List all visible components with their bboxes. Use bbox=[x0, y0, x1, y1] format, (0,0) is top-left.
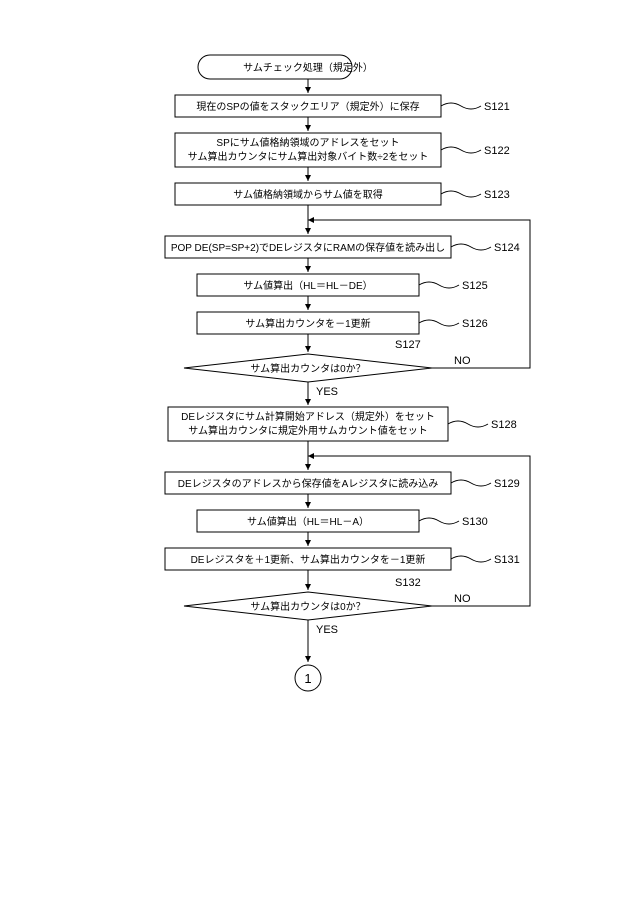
start-label: サムチェック処理（規定外） bbox=[243, 61, 373, 74]
s126-text: サム算出カウンタを－1更新 bbox=[245, 317, 370, 330]
s132-text: サム算出カウンタは0か？ bbox=[250, 600, 365, 613]
s127-yes: YES bbox=[316, 386, 338, 398]
s123-node: サム値格納領域からサム値を取得 S123 bbox=[175, 183, 510, 205]
s125-text: サム値算出（HL＝HL－DE） bbox=[243, 279, 372, 292]
s127-text: サム算出カウンタは0か？ bbox=[250, 362, 365, 375]
s121-text: 現在のSPの値をスタックエリア（規定外）に保存 bbox=[196, 100, 419, 113]
s131-node: DEレジスタを＋1更新、サム算出カウンタを－1更新 S131 bbox=[165, 548, 520, 570]
s122-node: SPにサム値格納領域のアドレスをセット サム算出カウンタにサム算出対象バイト数÷… bbox=[175, 133, 510, 167]
s128-node: DEレジスタにサム計算開始アドレス（規定外）をセット サム算出カウンタに規定外用… bbox=[168, 407, 517, 441]
s128-label: S128 bbox=[491, 419, 517, 431]
s126-node: サム算出カウンタを－1更新 S126 bbox=[197, 312, 488, 334]
flowchart-diagram: サムチェック処理（規定外） 現在のSPの値をスタックエリア（規定外）に保存 S1… bbox=[0, 0, 640, 905]
s132-no: NO bbox=[454, 593, 471, 605]
start-node: サムチェック処理（規定外） bbox=[198, 55, 373, 79]
s125-node: サム値算出（HL＝HL－DE） S125 bbox=[197, 274, 488, 296]
s128-text-2: サム算出カウンタに規定外用サムカウント値をセット bbox=[188, 424, 428, 437]
s129-node: DEレジスタのアドレスから保存値をAレジスタに読み込み S129 bbox=[165, 472, 520, 494]
s124-text: POP DE(SP=SP+2)でDEレジスタにRAMの保存値を読み出し bbox=[171, 241, 445, 254]
s124-node: POP DE(SP=SP+2)でDEレジスタにRAMの保存値を読み出し S124 bbox=[165, 236, 520, 258]
connector-text: 1 bbox=[304, 671, 311, 686]
s130-label: S130 bbox=[462, 516, 488, 528]
s122-text-1: SPにサム値格納領域のアドレスをセット bbox=[216, 136, 399, 149]
s121-label: S121 bbox=[484, 101, 510, 113]
s127-label: S127 bbox=[395, 339, 421, 351]
s122-text-2: サム算出カウンタにサム算出対象バイト数÷2をセット bbox=[188, 150, 429, 163]
s132-yes: YES bbox=[316, 624, 338, 636]
s126-label: S126 bbox=[462, 318, 488, 330]
s131-text: DEレジスタを＋1更新、サム算出カウンタを－1更新 bbox=[191, 553, 426, 566]
s130-node: サム値算出（HL＝HL－A） S130 bbox=[197, 510, 488, 532]
s122-label: S122 bbox=[484, 145, 510, 157]
s132-label: S132 bbox=[395, 577, 421, 589]
s124-label: S124 bbox=[494, 242, 520, 254]
s132-node: サム算出カウンタは0か？ bbox=[184, 592, 432, 620]
s123-text: サム値格納領域からサム値を取得 bbox=[233, 188, 383, 201]
s130-text: サム値算出（HL＝HL－A） bbox=[247, 515, 369, 528]
s121-node: 現在のSPの値をスタックエリア（規定外）に保存 S121 bbox=[175, 95, 510, 117]
s128-text-1: DEレジスタにサム計算開始アドレス（規定外）をセット bbox=[181, 410, 435, 423]
connector-node: 1 bbox=[295, 665, 321, 691]
s127-node: サム算出カウンタは0か？ bbox=[184, 354, 432, 382]
s129-text: DEレジスタのアドレスから保存値をAレジスタに読み込み bbox=[178, 477, 439, 490]
s125-label: S125 bbox=[462, 280, 488, 292]
s129-label: S129 bbox=[494, 478, 520, 490]
s123-label: S123 bbox=[484, 189, 510, 201]
s131-label: S131 bbox=[494, 554, 520, 566]
s127-no: NO bbox=[454, 355, 471, 367]
